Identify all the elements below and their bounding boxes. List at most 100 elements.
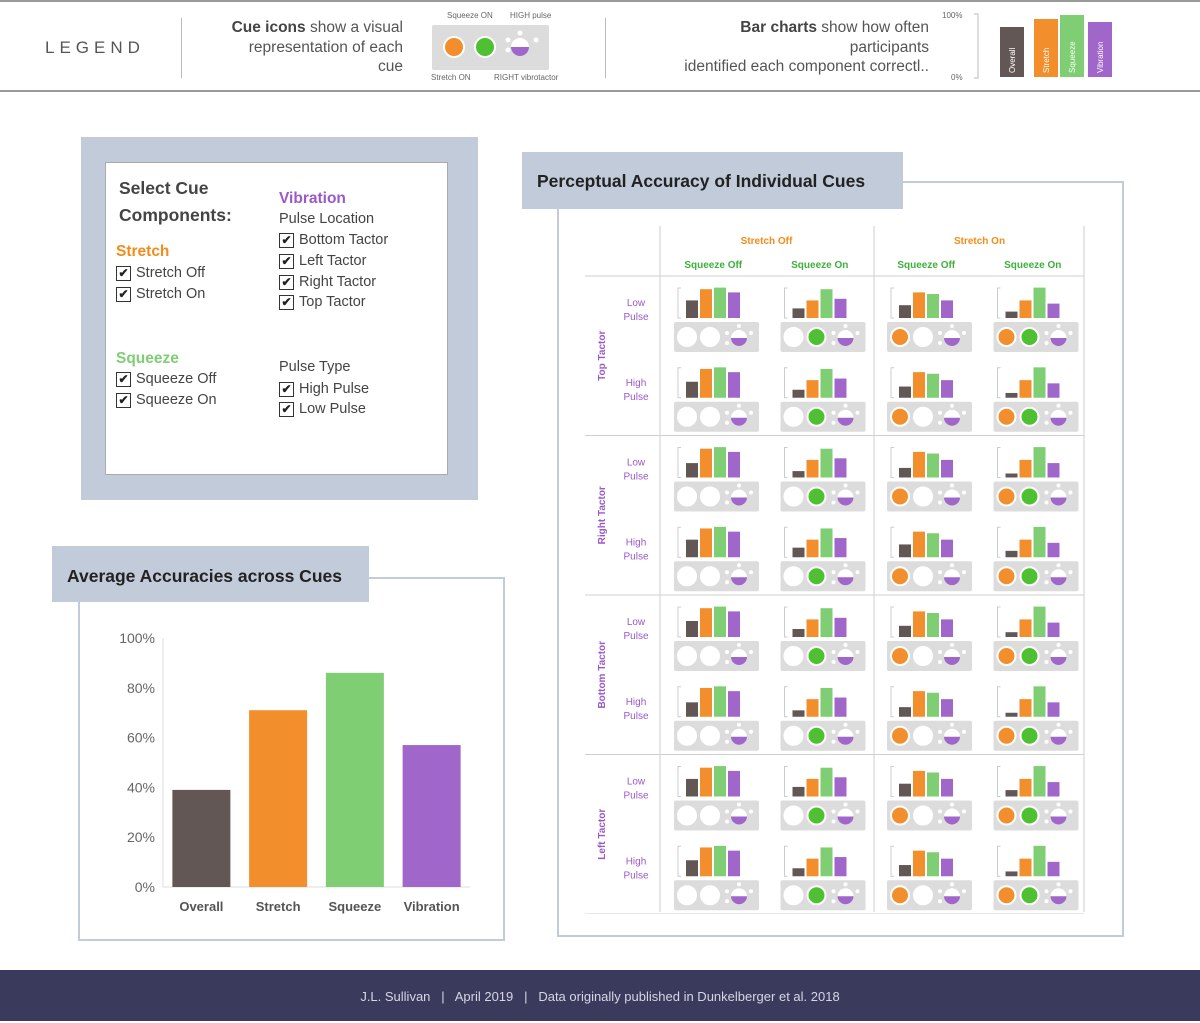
legend-label-high-pulse: HIGH pulse [510,11,552,20]
tactor-dot [950,563,954,568]
squeeze-off-icon [913,566,933,587]
checkbox-left-tactor[interactable]: ✔ Left Tactor [279,251,366,271]
mini-bar [941,300,953,318]
x-tick-label: Vibration [404,899,460,914]
stretch-off-icon [677,646,697,666]
checkbox-high-pulse[interactable]: ✔ High Pulse [279,379,369,399]
checkbox-label: Bottom Tactor [299,232,389,248]
legend-axis-bracket [974,13,979,79]
mini-bar [899,783,911,797]
checkbox-check[interactable]: ✔ [279,294,294,310]
pulse-label-2: Pulse [623,472,648,483]
checkbox-check[interactable]: ✔ [116,371,131,387]
mini-bar [792,389,805,398]
vibration-group-title: Vibration [279,190,346,207]
squeeze-on-icon [1019,327,1040,347]
tactor-dot [737,563,741,568]
mini-bar [1033,766,1046,797]
checkbox-check[interactable]: ✔ [116,392,131,408]
mini-bar [1019,619,1032,637]
checkbox-low-pulse[interactable]: ✔ Low Pulse [279,399,366,419]
checkbox-label: Squeeze On [136,392,217,408]
checkbox-top-tactor[interactable]: ✔ Top Tactor [279,292,366,312]
legend-example-cue-icon [432,25,549,70]
mini-bar [820,767,833,797]
mini-bar [834,378,847,398]
checkbox-check[interactable]: ✔ [116,265,131,281]
tactor-dot [831,819,836,824]
tactor-dot [831,650,836,654]
tactor-dot [725,899,729,904]
stretch-on-icon [996,885,1017,906]
checkbox-squeeze-off[interactable]: ✔ Squeeze Off [116,369,216,389]
mini-bar [686,860,698,877]
mini-axis [890,845,894,877]
mini-axis [997,606,1001,638]
tactor-dot [1044,660,1049,664]
legend-mini-bar [1000,27,1024,77]
tactor-dot [938,889,942,894]
checkbox-label: Squeeze Off [136,371,217,387]
col-sub-header: Squeeze On [791,260,848,271]
pulse-label-1: Low [627,298,646,309]
checkbox-check[interactable]: ✔ [116,286,131,302]
squeeze-off-icon [700,486,720,507]
filter-heading: Select Cue Components: [119,175,232,229]
squeeze-off-icon [700,805,720,826]
vibration-fill [731,338,747,346]
mini-bar [714,606,726,637]
stretch-off-icon [677,805,697,826]
checkbox-check[interactable]: ✔ [279,274,294,290]
tactor-dot [1044,889,1049,894]
mini-bar [820,368,833,398]
vibration-fill [944,896,960,905]
stretch-on-icon [890,646,910,666]
checkbox-label: Stretch On [136,286,206,302]
mini-bar [714,845,726,877]
stretch-off-icon [783,486,804,507]
mini-bar [686,702,698,717]
checkbox-check[interactable]: ✔ [279,253,294,269]
vibration-fill [1050,657,1067,665]
mini-bar [1005,311,1018,318]
legend-mini-bar-label: Overall [1008,47,1017,73]
squeeze-off-icon [700,566,720,587]
legend-bar-charts-line3: identified each component correctl.. [684,58,929,75]
mini-axis [784,686,788,718]
squeeze-off-icon [913,406,933,427]
tactor-dot [950,403,954,408]
checkbox-check[interactable]: ✔ [279,401,294,417]
legend-divider [181,18,182,78]
checkbox-bottom-tactor[interactable]: ✔ Bottom Tactor [279,230,388,250]
checkbox-squeeze-on[interactable]: ✔ Squeeze On [116,390,217,410]
mini-axis [677,367,681,399]
mini-bar [913,451,925,478]
squeeze-off-icon [913,486,933,507]
mini-bar [728,531,740,558]
mini-bar [728,770,740,797]
vibration-fill [837,338,854,346]
legend-bar-charts-rest: show how often [816,19,929,36]
tactor-dot [725,660,729,664]
mini-bar [927,533,939,558]
squeeze-on-icon [1019,885,1040,906]
checkbox-check[interactable]: ✔ [279,232,294,248]
pulse-label-1: High [626,697,647,708]
mini-bar [686,463,698,478]
col-sub-header: Squeeze Off [897,260,955,271]
checkbox-stretch-off[interactable]: ✔ Stretch Off [116,263,205,283]
mini-bar [1005,871,1018,877]
tactor-dot [831,420,836,425]
tactor-dot [725,490,729,495]
tactor-dot [749,410,753,415]
checkbox-right-tactor[interactable]: ✔ Right Tactor [279,272,376,292]
checkbox-check[interactable]: ✔ [279,381,294,397]
tactor-dot [737,802,741,807]
squeeze-on-icon [806,725,827,746]
checkbox-stretch-on[interactable]: ✔ Stretch On [116,284,205,304]
mini-bar [792,308,805,318]
mini-bar [806,858,819,877]
legend-cue-icons-text: Cue icons show a visual representation o… [190,18,403,77]
mini-bar [728,850,740,877]
legend-label-stretch-on: Stretch ON [431,73,471,82]
